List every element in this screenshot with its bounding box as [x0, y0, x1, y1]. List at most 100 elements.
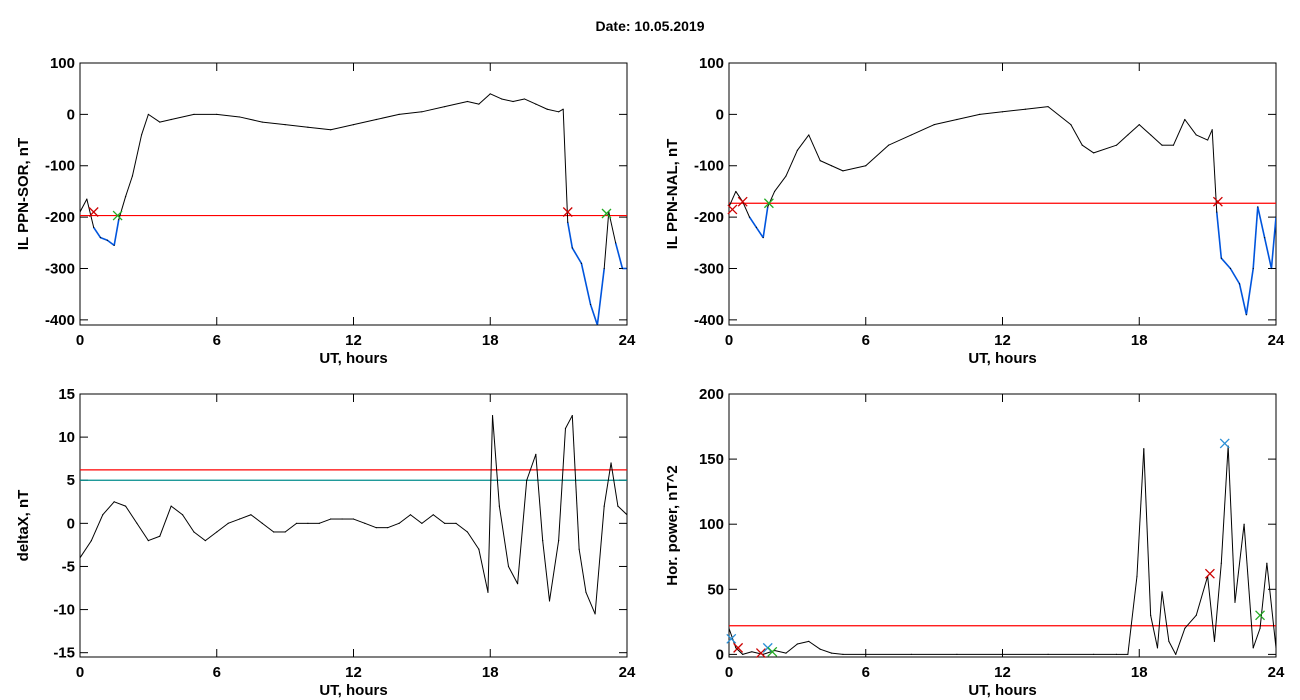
- data-point: [432, 514, 434, 516]
- series-segment: [113, 219, 120, 246]
- data-point: [1001, 653, 1004, 655]
- data-point: [1207, 139, 1209, 141]
- series-segment: [307, 126, 331, 131]
- y-axis-label: IL PPN-SOR, nT: [15, 138, 32, 250]
- data-point: [558, 539, 560, 542]
- data-point: [352, 518, 355, 520]
- series-segment: [1172, 119, 1186, 146]
- series-segment: [125, 505, 138, 524]
- series-segment: [205, 531, 218, 541]
- data-point: [113, 501, 115, 503]
- y-tick-label: -200: [45, 209, 75, 226]
- series-segment: [742, 201, 750, 218]
- data-point: [273, 531, 275, 533]
- series-segment: [1081, 144, 1094, 154]
- data-point: [364, 522, 366, 524]
- series-segment: [888, 134, 912, 146]
- data-point: [819, 648, 821, 650]
- data-point: [842, 170, 844, 172]
- series-segment: [148, 535, 160, 542]
- data-point: [1093, 653, 1095, 655]
- data-point: [979, 113, 981, 115]
- series-segment: [136, 523, 149, 541]
- series-segment: [239, 116, 263, 123]
- data-point: [887, 144, 890, 146]
- data-point: [548, 600, 551, 602]
- series-segment: [1211, 129, 1218, 213]
- series-segment: [106, 239, 115, 247]
- data-point: [729, 627, 730, 629]
- data-point: [603, 505, 605, 507]
- series-segment: [239, 514, 252, 520]
- data-point: [113, 244, 115, 246]
- data-point: [1150, 614, 1152, 616]
- series-segment: [1195, 576, 1209, 616]
- data-point: [238, 116, 241, 118]
- marker-red: [727, 204, 738, 215]
- series-segment: [455, 522, 468, 533]
- x-axis-label: UT, hours: [319, 350, 387, 367]
- data-point: [1270, 267, 1273, 270]
- series-segment: [148, 113, 161, 123]
- series-segment: [182, 514, 195, 533]
- marker-red: [755, 648, 766, 659]
- data-point: [466, 100, 469, 103]
- series-segment: [603, 211, 610, 269]
- marker-blue: [1219, 438, 1230, 449]
- y-tick-label: -400: [694, 312, 724, 329]
- series-segment: [467, 101, 479, 105]
- data-point: [626, 267, 627, 270]
- plot-frame: [79, 393, 628, 658]
- series-segment: [571, 415, 580, 550]
- y-tick-label: -300: [45, 260, 75, 277]
- series-segment: [444, 101, 468, 108]
- plot-frame: [728, 62, 1277, 326]
- series-segment: [90, 514, 104, 541]
- series-segment: [501, 98, 514, 103]
- data-point: [421, 522, 423, 524]
- data-point: [318, 522, 320, 524]
- data-point: [421, 111, 423, 113]
- series-segment: [524, 98, 537, 105]
- data-point: [444, 522, 446, 524]
- data-point: [956, 118, 958, 121]
- y-tick-label: 10: [58, 429, 75, 446]
- data-point: [261, 121, 263, 123]
- series-segment: [1207, 129, 1213, 141]
- data-point: [466, 531, 469, 533]
- series-segment: [410, 514, 423, 524]
- series-segment: [1234, 524, 1245, 603]
- marker-green: [112, 210, 123, 221]
- data-point: [808, 640, 810, 642]
- chart-panel-4: 0 6 12 18 24 0 50 100 150 200 UT, hours Hor. power,…: [664, 386, 1285, 699]
- data-point: [1216, 211, 1218, 213]
- x-tick-label: 0: [725, 664, 733, 681]
- data-point: [512, 100, 514, 103]
- data-point: [767, 206, 769, 208]
- data-point: [1234, 601, 1236, 603]
- data-point: [86, 198, 88, 200]
- data-point: [80, 211, 81, 213]
- series-segment: [131, 134, 143, 177]
- series-segment: [262, 121, 286, 126]
- series-segment: [1256, 206, 1266, 238]
- data-point: [216, 113, 218, 115]
- series-segment: [216, 113, 240, 118]
- plot-frame: [79, 62, 628, 326]
- data-point: [564, 427, 567, 430]
- series-segment: [398, 514, 411, 524]
- data-point: [571, 414, 573, 417]
- data-point: [193, 113, 195, 115]
- data-point: [181, 514, 184, 516]
- series-segment: [1266, 563, 1276, 648]
- marker-blue: [726, 633, 737, 644]
- series-segment: [785, 150, 798, 177]
- data-point: [751, 651, 753, 653]
- data-point: [830, 652, 833, 654]
- data-point: [535, 103, 537, 105]
- x-tick-label: 12: [345, 332, 362, 349]
- series-segment: [170, 505, 183, 516]
- series-segment: [1252, 206, 1259, 269]
- series-segment: [755, 226, 764, 239]
- series-segment: [1150, 615, 1158, 648]
